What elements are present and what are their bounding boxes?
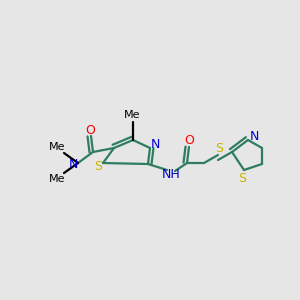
- Text: NH: NH: [162, 169, 180, 182]
- Text: Me: Me: [49, 142, 65, 152]
- Text: O: O: [184, 134, 194, 146]
- Text: S: S: [238, 172, 246, 184]
- Text: S: S: [215, 142, 223, 154]
- Text: N: N: [68, 158, 78, 170]
- Text: N: N: [150, 137, 160, 151]
- Text: N: N: [249, 130, 259, 142]
- Text: S: S: [94, 160, 102, 173]
- Text: O: O: [85, 124, 95, 136]
- Text: Me: Me: [124, 110, 140, 120]
- Text: Me: Me: [49, 174, 65, 184]
